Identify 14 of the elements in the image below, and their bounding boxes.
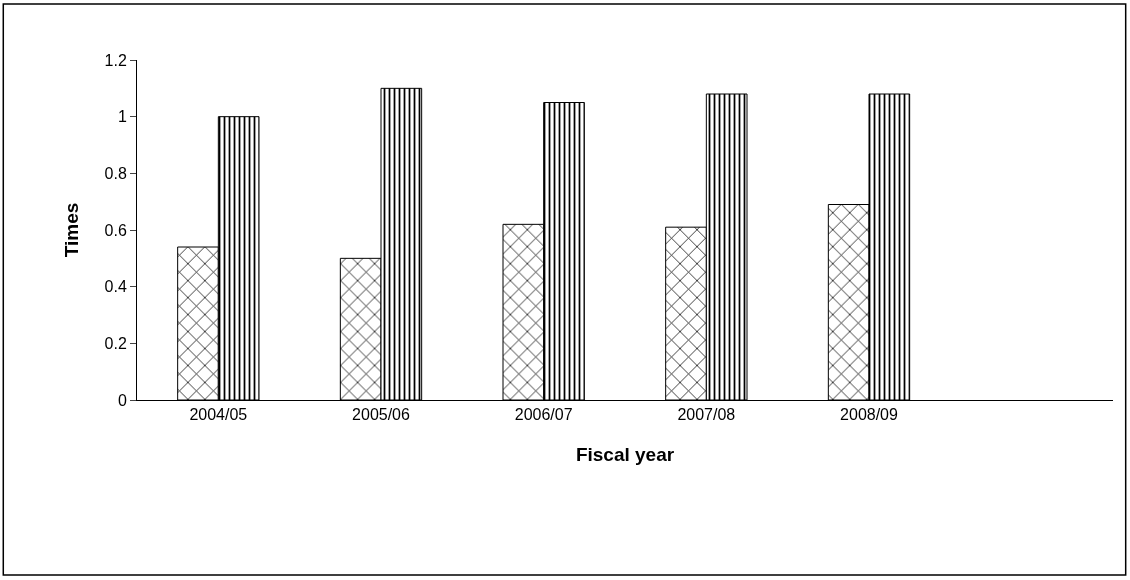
x-tick-label: 2008/09 — [840, 406, 899, 424]
y-tick-label: 0.8 — [104, 164, 127, 182]
x-tick-label: 2006/07 — [514, 406, 573, 424]
y-axis-title: Times — [61, 202, 83, 258]
y-tick-label: 0 — [117, 391, 127, 409]
x-tick-label: 2005/06 — [352, 406, 411, 424]
x-tick-label: 2007/08 — [677, 406, 736, 424]
y-tick-label: 1.2 — [104, 51, 127, 69]
y-tick-label: 0.2 — [104, 334, 127, 352]
y-tick-label: 1 — [117, 108, 127, 126]
y-tick-label: 0.6 — [104, 221, 127, 239]
y-tick-label: 0.4 — [104, 278, 127, 296]
x-axis-title: Fiscal year — [575, 444, 675, 465]
x-tick-label: 2004/05 — [189, 406, 248, 424]
